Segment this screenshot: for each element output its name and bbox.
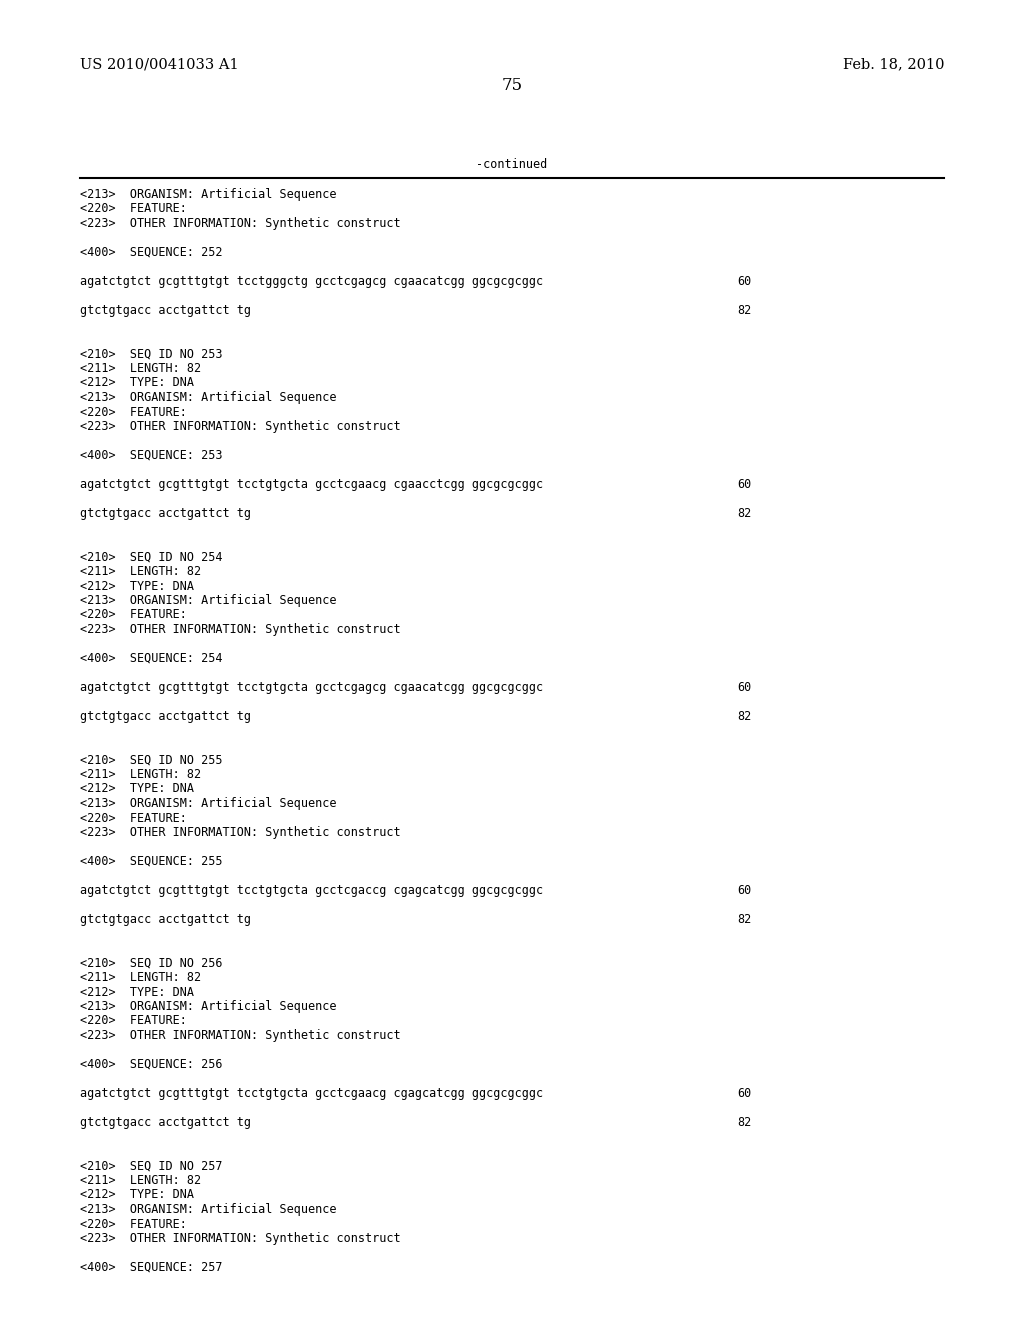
Text: <211>  LENGTH: 82: <211> LENGTH: 82 xyxy=(80,1173,201,1187)
Text: gtctgtgacc acctgattct tg: gtctgtgacc acctgattct tg xyxy=(80,913,251,927)
Text: <220>  FEATURE:: <220> FEATURE: xyxy=(80,202,186,215)
Text: 60: 60 xyxy=(737,884,752,898)
Text: agatctgtct gcgtttgtgt tcctgtgcta gcctcgaacg cgaacctcgg ggcgcgcggc: agatctgtct gcgtttgtgt tcctgtgcta gcctcga… xyxy=(80,478,543,491)
Text: <400>  SEQUENCE: 253: <400> SEQUENCE: 253 xyxy=(80,449,222,462)
Text: <400>  SEQUENCE: 257: <400> SEQUENCE: 257 xyxy=(80,1261,222,1274)
Text: 82: 82 xyxy=(737,1115,752,1129)
Text: <210>  SEQ ID NO 253: <210> SEQ ID NO 253 xyxy=(80,347,222,360)
Text: <213>  ORGANISM: Artificial Sequence: <213> ORGANISM: Artificial Sequence xyxy=(80,187,336,201)
Text: 60: 60 xyxy=(737,681,752,694)
Text: <223>  OTHER INFORMATION: Synthetic construct: <223> OTHER INFORMATION: Synthetic const… xyxy=(80,1030,400,1041)
Text: 82: 82 xyxy=(737,913,752,927)
Text: <223>  OTHER INFORMATION: Synthetic construct: <223> OTHER INFORMATION: Synthetic const… xyxy=(80,216,400,230)
Text: 60: 60 xyxy=(737,275,752,288)
Text: <213>  ORGANISM: Artificial Sequence: <213> ORGANISM: Artificial Sequence xyxy=(80,797,336,810)
Text: agatctgtct gcgtttgtgt tcctgtgcta gcctcgagcg cgaacatcgg ggcgcgcggc: agatctgtct gcgtttgtgt tcctgtgcta gcctcga… xyxy=(80,681,543,694)
Text: <213>  ORGANISM: Artificial Sequence: <213> ORGANISM: Artificial Sequence xyxy=(80,594,336,607)
Text: agatctgtct gcgtttgtgt tcctgggctg gcctcgagcg cgaacatcgg ggcgcgcggc: agatctgtct gcgtttgtgt tcctgggctg gcctcga… xyxy=(80,275,543,288)
Text: <213>  ORGANISM: Artificial Sequence: <213> ORGANISM: Artificial Sequence xyxy=(80,1203,336,1216)
Text: <211>  LENGTH: 82: <211> LENGTH: 82 xyxy=(80,565,201,578)
Text: US 2010/0041033 A1: US 2010/0041033 A1 xyxy=(80,57,239,71)
Text: <220>  FEATURE:: <220> FEATURE: xyxy=(80,405,186,418)
Text: 60: 60 xyxy=(737,478,752,491)
Text: <213>  ORGANISM: Artificial Sequence: <213> ORGANISM: Artificial Sequence xyxy=(80,1001,336,1012)
Text: <400>  SEQUENCE: 255: <400> SEQUENCE: 255 xyxy=(80,855,222,869)
Text: 60: 60 xyxy=(737,1086,752,1100)
Text: 82: 82 xyxy=(737,304,752,317)
Text: <220>  FEATURE:: <220> FEATURE: xyxy=(80,1015,186,1027)
Text: <212>  TYPE: DNA: <212> TYPE: DNA xyxy=(80,376,194,389)
Text: <210>  SEQ ID NO 257: <210> SEQ ID NO 257 xyxy=(80,1159,222,1172)
Text: agatctgtct gcgtttgtgt tcctgtgcta gcctcgaccg cgagcatcgg ggcgcgcggc: agatctgtct gcgtttgtgt tcctgtgcta gcctcga… xyxy=(80,884,543,898)
Text: gtctgtgacc acctgattct tg: gtctgtgacc acctgattct tg xyxy=(80,507,251,520)
Text: <223>  OTHER INFORMATION: Synthetic construct: <223> OTHER INFORMATION: Synthetic const… xyxy=(80,1232,400,1245)
Text: <210>  SEQ ID NO 256: <210> SEQ ID NO 256 xyxy=(80,957,222,969)
Text: <211>  LENGTH: 82: <211> LENGTH: 82 xyxy=(80,362,201,375)
Text: <211>  LENGTH: 82: <211> LENGTH: 82 xyxy=(80,768,201,781)
Text: gtctgtgacc acctgattct tg: gtctgtgacc acctgattct tg xyxy=(80,304,251,317)
Text: <213>  ORGANISM: Artificial Sequence: <213> ORGANISM: Artificial Sequence xyxy=(80,391,336,404)
Text: <220>  FEATURE:: <220> FEATURE: xyxy=(80,812,186,825)
Text: gtctgtgacc acctgattct tg: gtctgtgacc acctgattct tg xyxy=(80,1115,251,1129)
Text: Feb. 18, 2010: Feb. 18, 2010 xyxy=(843,57,944,71)
Text: 82: 82 xyxy=(737,507,752,520)
Text: <223>  OTHER INFORMATION: Synthetic construct: <223> OTHER INFORMATION: Synthetic const… xyxy=(80,420,400,433)
Text: <220>  FEATURE:: <220> FEATURE: xyxy=(80,609,186,622)
Text: 82: 82 xyxy=(737,710,752,723)
Text: <212>  TYPE: DNA: <212> TYPE: DNA xyxy=(80,579,194,593)
Text: <211>  LENGTH: 82: <211> LENGTH: 82 xyxy=(80,972,201,983)
Text: <210>  SEQ ID NO 254: <210> SEQ ID NO 254 xyxy=(80,550,222,564)
Text: <400>  SEQUENCE: 252: <400> SEQUENCE: 252 xyxy=(80,246,222,259)
Text: -continued: -continued xyxy=(476,158,548,172)
Text: <220>  FEATURE:: <220> FEATURE: xyxy=(80,1217,186,1230)
Text: agatctgtct gcgtttgtgt tcctgtgcta gcctcgaacg cgagcatcgg ggcgcgcggc: agatctgtct gcgtttgtgt tcctgtgcta gcctcga… xyxy=(80,1086,543,1100)
Text: <212>  TYPE: DNA: <212> TYPE: DNA xyxy=(80,783,194,796)
Text: <400>  SEQUENCE: 254: <400> SEQUENCE: 254 xyxy=(80,652,222,665)
Text: <223>  OTHER INFORMATION: Synthetic construct: <223> OTHER INFORMATION: Synthetic const… xyxy=(80,826,400,840)
Text: <210>  SEQ ID NO 255: <210> SEQ ID NO 255 xyxy=(80,754,222,767)
Text: 75: 75 xyxy=(502,77,522,94)
Text: <212>  TYPE: DNA: <212> TYPE: DNA xyxy=(80,986,194,998)
Text: <223>  OTHER INFORMATION: Synthetic construct: <223> OTHER INFORMATION: Synthetic const… xyxy=(80,623,400,636)
Text: <212>  TYPE: DNA: <212> TYPE: DNA xyxy=(80,1188,194,1201)
Text: <400>  SEQUENCE: 256: <400> SEQUENCE: 256 xyxy=(80,1059,222,1071)
Text: gtctgtgacc acctgattct tg: gtctgtgacc acctgattct tg xyxy=(80,710,251,723)
